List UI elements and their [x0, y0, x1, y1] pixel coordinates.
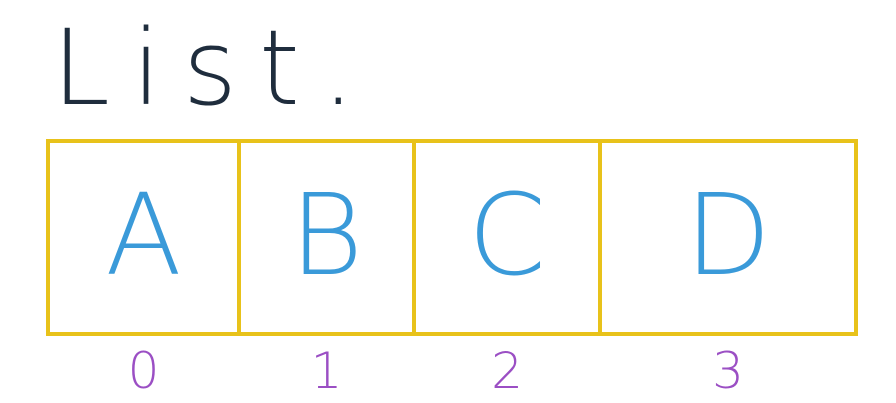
- cell-value: B: [290, 171, 363, 301]
- cell-value: D: [685, 171, 771, 301]
- cell-index: 1: [311, 342, 343, 400]
- diagram-title: List.: [52, 7, 377, 129]
- cell-index: 3: [712, 342, 744, 400]
- cell-index: 0: [128, 342, 160, 400]
- list-box-outline: [46, 139, 858, 336]
- list-indices: 0 1 2 3: [128, 342, 744, 400]
- cell-value: C: [468, 171, 546, 301]
- cell-index: 2: [491, 342, 523, 400]
- cell-value: A: [105, 171, 182, 301]
